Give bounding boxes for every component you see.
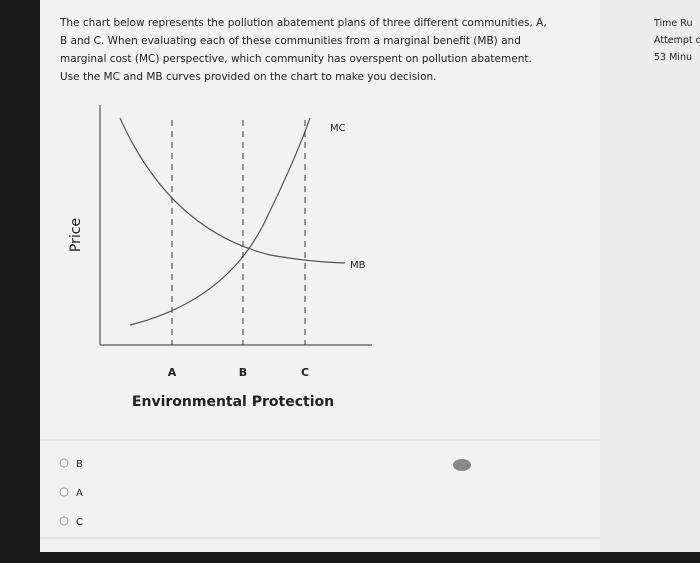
option-label[interactable]: A [76, 488, 83, 499]
point-label: A [168, 366, 177, 379]
question-line: The chart below represents the pollution… [59, 17, 547, 29]
sidebar-panel [600, 0, 700, 552]
point-label: B [239, 366, 247, 379]
mc-curve [129, 117, 311, 326]
option-label[interactable]: B [76, 459, 83, 470]
question: The chart below represents the pollution… [59, 17, 547, 83]
question-line: marginal cost (MC) perspective, which co… [60, 53, 532, 65]
point-label: C [301, 366, 309, 379]
diagram [99, 105, 372, 346]
radio-button[interactable] [59, 487, 69, 497]
question-line: B and C. When evaluating each of these c… [60, 35, 521, 47]
y-axis-label: Price [68, 218, 84, 252]
sidebar-line: Time Ru [653, 18, 692, 29]
curve-label: MC [330, 123, 346, 134]
radio-button[interactable] [59, 516, 69, 526]
sidebar-line: Attempt d [654, 35, 700, 46]
curve-label: MB [350, 260, 366, 271]
panel [40, 0, 700, 552]
sidebar: Time Ru Attempt d 53 Minu [653, 18, 700, 63]
option-label[interactable]: C [76, 517, 83, 528]
sidebar-line: 53 Minu [654, 52, 692, 63]
question-line: Use the MC and MB curves provided on the… [60, 71, 437, 83]
cursor-smudge [453, 459, 471, 471]
options: B A C [59, 458, 83, 528]
mb-curve [119, 117, 346, 264]
radio-button[interactable] [59, 458, 69, 468]
x-axis-label: Environmental Protection [132, 394, 334, 410]
